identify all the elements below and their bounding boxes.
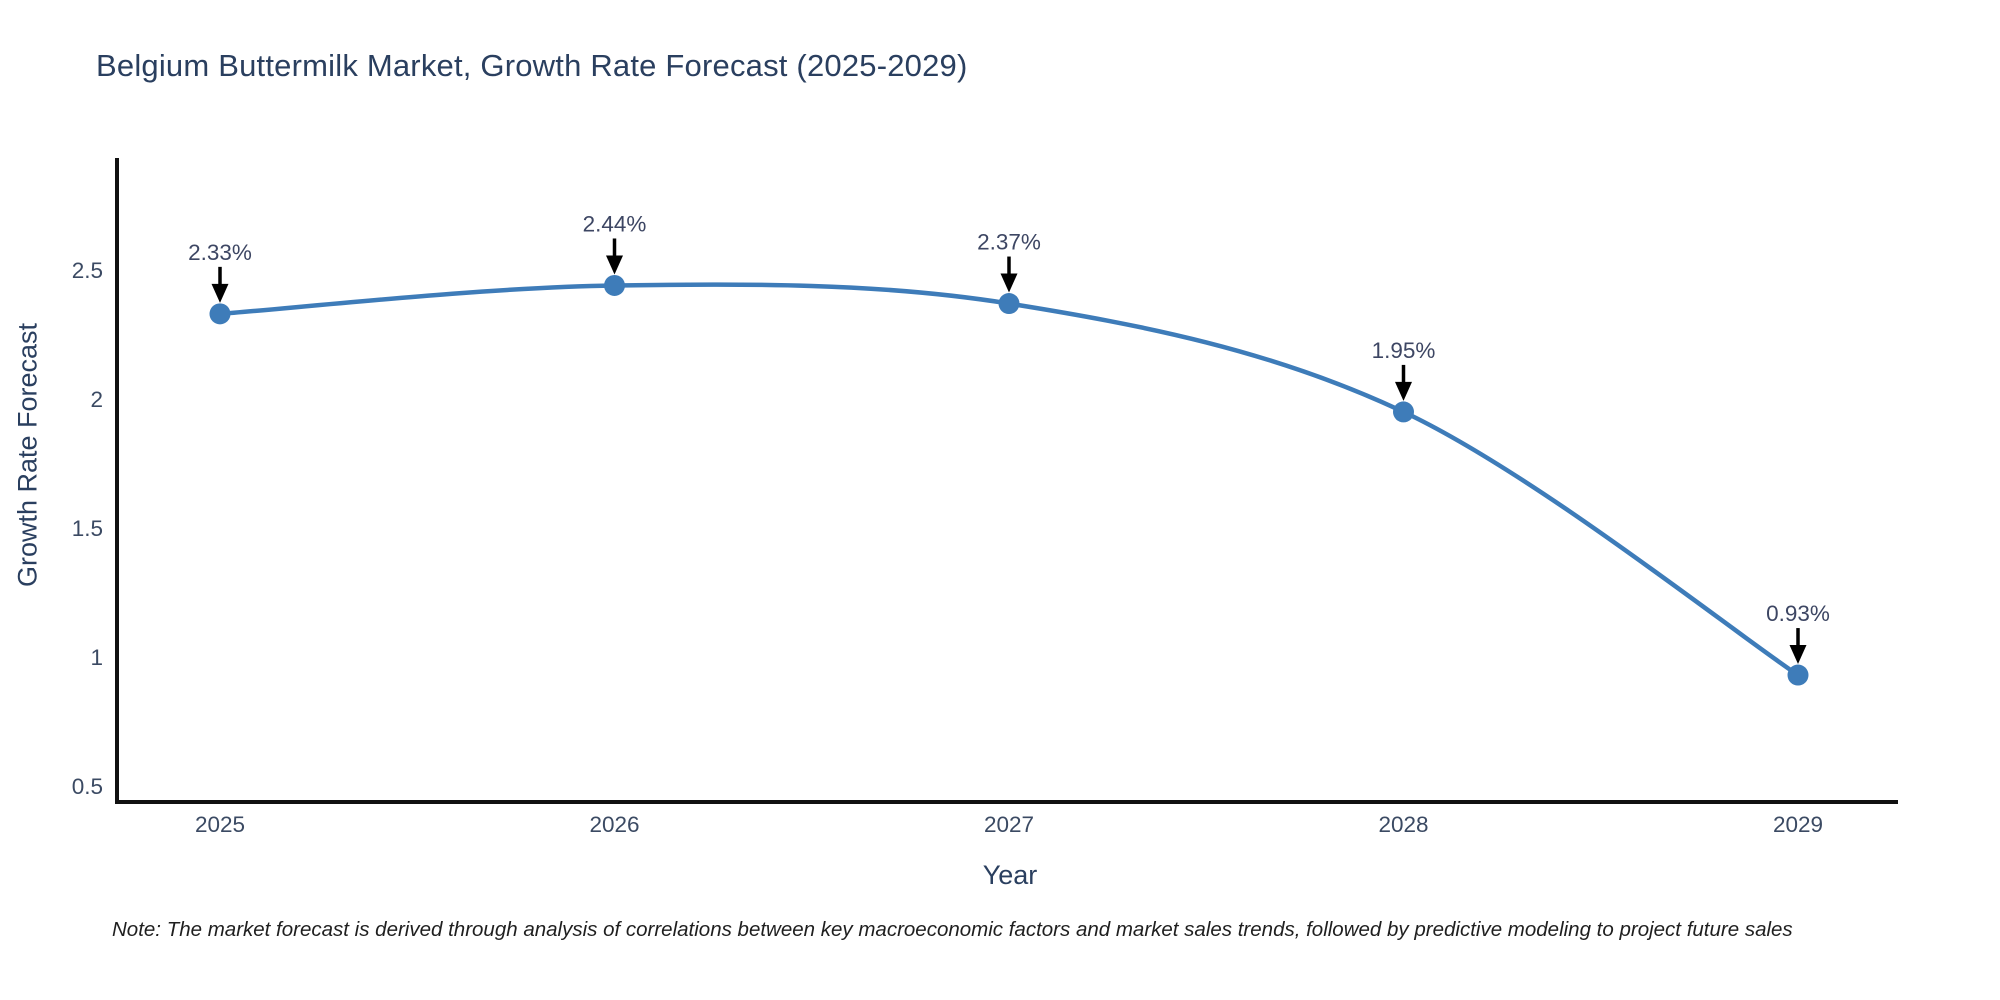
data-point-marker[interactable] (604, 274, 625, 296)
y-tick-label: 1.5 (72, 516, 103, 541)
footnote: Note: The market forecast is derived thr… (112, 918, 1793, 941)
data-point-marker[interactable] (998, 293, 1020, 315)
annotation-arrowhead-icon (211, 283, 229, 303)
point-value-label: 2.44% (583, 211, 647, 236)
point-value-label: 1.95% (1372, 338, 1436, 363)
x-tick-label: 2029 (1773, 812, 1823, 837)
point-value-label: 2.37% (977, 230, 1041, 255)
annotation-arrowhead-icon (1789, 645, 1807, 665)
annotation-arrowhead-icon (606, 255, 623, 275)
y-tick-label: 2 (90, 387, 103, 412)
data-point-marker[interactable] (1787, 664, 1809, 686)
series-line (219, 282, 1800, 677)
point-value-label: 0.93% (1766, 601, 1830, 626)
data-point-marker[interactable] (209, 303, 231, 325)
x-tick-label: 2025 (195, 812, 245, 837)
y-tick-label: 0.5 (72, 774, 103, 799)
point-value-label: 2.33% (188, 240, 252, 265)
y-axis-title: Growth Rate Forecast (12, 322, 43, 588)
x-tick-label: 2028 (1378, 812, 1428, 837)
x-tick-label: 2026 (589, 812, 639, 837)
annotation-arrowhead-icon (1395, 381, 1412, 401)
x-tick-label: 2027 (984, 812, 1034, 837)
annotation-arrowhead-icon (1000, 273, 1018, 293)
y-tick-label: 2.5 (72, 258, 103, 283)
y-tick-label: 1 (90, 645, 103, 670)
x-axis-title: Year (982, 860, 1038, 890)
chart-title: Belgium Buttermilk Market, Growth Rate F… (96, 48, 968, 83)
data-point-marker[interactable] (1393, 401, 1414, 423)
